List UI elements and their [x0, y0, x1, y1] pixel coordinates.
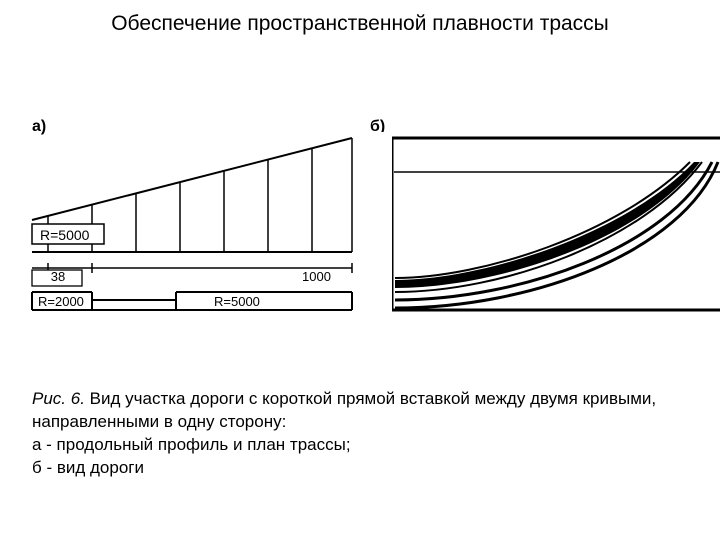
caption-line-b: б - вид дороги: [32, 458, 144, 477]
caption-main: Вид участка дороги с короткой прямой вст…: [32, 389, 656, 431]
plan-seg-label: R=2000: [38, 294, 84, 309]
figure-svg: R=5000 38 1000 R=2000 R=5000: [32, 132, 720, 332]
panel-b: [354, 132, 720, 332]
plan-seg-label: R=5000: [214, 294, 260, 309]
road-curve: [395, 162, 718, 308]
caption-line-a: а - продольный профиль и план трассы;: [32, 435, 351, 454]
profile-top-label: R=5000: [40, 227, 90, 243]
dim-right-text: 1000: [302, 269, 331, 284]
figure-caption: Рис. 6. Вид участка дороги с короткой пр…: [32, 388, 672, 480]
figure-area: а) б) R=5000381000R=2000R=5000: [32, 100, 692, 360]
caption-fig-label: Рис. 6.: [32, 389, 85, 408]
dim-left-text: 38: [51, 269, 65, 284]
panel-a: R=5000 38 1000 R=2000 R=5000: [32, 138, 352, 310]
road-curve: [395, 162, 702, 292]
page-title: Обеспечение пространственной плавности т…: [0, 12, 720, 36]
profile-top: [32, 138, 352, 220]
